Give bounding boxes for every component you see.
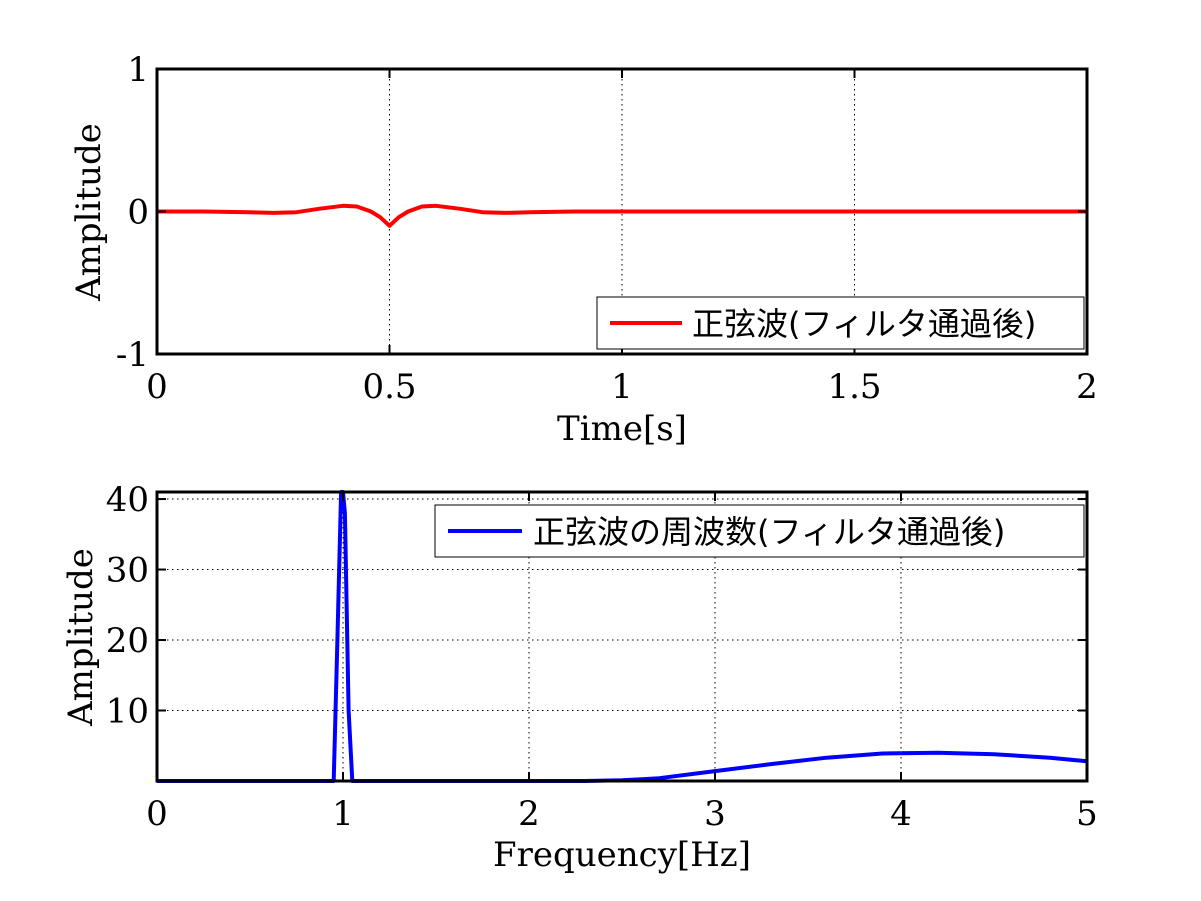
x-tick-label: 1 xyxy=(332,794,354,834)
time-domain-chart: 0 0.5 1 1.5 2-101 Time[s] Amplitude 正弦波(フィルタ… xyxy=(69,50,1098,449)
x-tick-label: 5 xyxy=(1076,794,1098,834)
x-tick-label: 0.5 xyxy=(362,367,416,407)
x-tick-label: 0 xyxy=(146,794,168,834)
legend-box xyxy=(434,504,1085,558)
x-tick-label: 1 xyxy=(611,367,633,407)
x-tick-label: 2 xyxy=(1076,367,1098,407)
y-tick-label: 30 xyxy=(106,551,149,591)
tick-labels: 0 0.5 1 1.5 2-101 xyxy=(116,50,1098,407)
y-axis-label: Amplitude xyxy=(61,548,101,727)
y-axis-label: Amplitude xyxy=(69,123,109,302)
y-tick-label: 10 xyxy=(106,692,149,732)
tick-labels: 0 1 2 3 4 5 10 20 30 40 xyxy=(106,480,1098,834)
tick-marks xyxy=(156,492,1088,781)
y-tick-label: 20 xyxy=(106,621,149,661)
legend-entry: 正弦波(フィルタ通過後) xyxy=(692,305,1036,343)
y-tick-label: 40 xyxy=(106,480,149,520)
legend-entry: 正弦波の周波数(フィルタ通過後) xyxy=(533,513,1005,551)
x-tick-label: 4 xyxy=(890,794,912,834)
legend: 正弦波の周波数(フィルタ通過後) xyxy=(434,504,1085,558)
x-tick-label: 0 xyxy=(146,367,168,407)
x-tick-label: 1.5 xyxy=(827,367,881,407)
x-tick-label: 2 xyxy=(518,794,540,834)
axes-frame xyxy=(155,490,1089,783)
x-axis-label: Time[s] xyxy=(557,409,687,449)
series-group xyxy=(157,203,1087,228)
x-axis-label: Frequency[Hz] xyxy=(493,835,751,875)
y-tick-label: -1 xyxy=(116,335,149,375)
y-tick-label: 0 xyxy=(127,193,149,233)
series-line xyxy=(157,203,1087,228)
grid xyxy=(157,492,1087,781)
legend: 正弦波(フィルタ通過後) xyxy=(596,296,1085,350)
x-tick-label: 3 xyxy=(704,794,726,834)
frequency-domain-chart: 0 1 2 3 4 5 10 20 30 40 Frequency[Hz] Amplitude 正… xyxy=(61,480,1098,875)
y-tick-label: 1 xyxy=(127,50,149,90)
